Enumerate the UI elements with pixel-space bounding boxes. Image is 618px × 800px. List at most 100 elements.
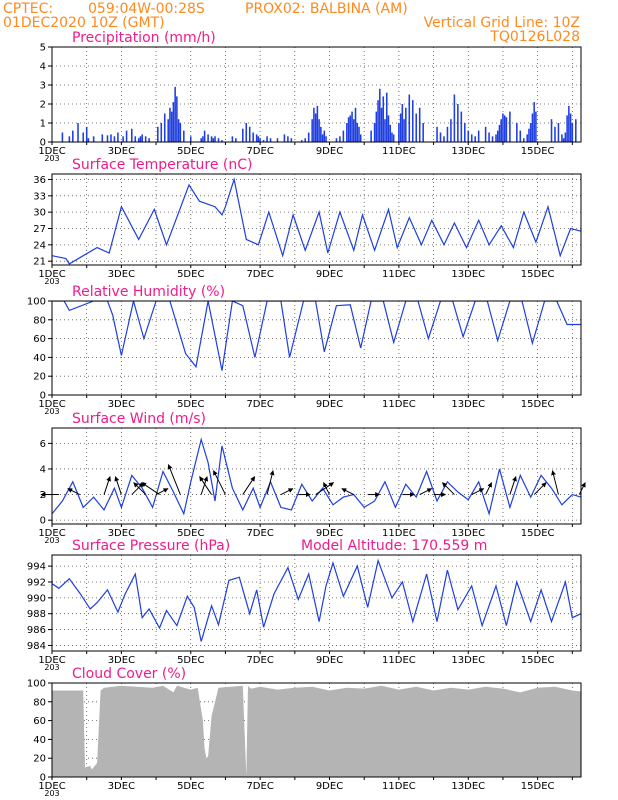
temp-xtick-label: 3DEC	[108, 269, 135, 280]
precip-ytick-label: 2	[40, 100, 46, 111]
precip-xtick-label: 13DEC	[451, 146, 485, 157]
wind-wind-vector	[114, 476, 122, 495]
precip-bar	[87, 138, 90, 142]
precip-xtick-label: 5DEC	[177, 146, 204, 157]
precip-bar	[385, 92, 388, 142]
precip-bar	[380, 107, 383, 142]
cloud-ytick-label: 80	[33, 697, 46, 708]
precip-bar	[418, 107, 421, 142]
precip-bar	[401, 104, 404, 142]
rh-xtick-label: 7DEC	[246, 399, 273, 410]
precip-bar	[375, 111, 378, 142]
precip-bar	[137, 138, 140, 142]
precip-bar	[122, 136, 124, 142]
precip-bar	[382, 96, 385, 142]
precip-bar	[391, 132, 393, 142]
precip-bar	[290, 138, 293, 142]
wind-wind-vector	[200, 476, 209, 495]
wind-data	[52, 437, 581, 517]
precip-bar	[85, 126, 88, 142]
pressure-xtick-label: 15DEC	[521, 655, 555, 666]
precip-bar	[477, 130, 480, 142]
temp-ytick-label: 33	[33, 191, 46, 202]
precip-bar	[134, 136, 137, 142]
wind-wind-vector	[67, 488, 80, 496]
precip-bar	[148, 138, 150, 142]
temp-frame	[51, 173, 582, 266]
precip-bar	[450, 119, 452, 142]
precip-bar	[313, 107, 315, 142]
wind-wind-vector	[141, 482, 160, 495]
precip-bar	[358, 126, 360, 142]
pressure-panel: Surface Pressure (hPa) Model Altitude: 17…	[27, 538, 582, 672]
cloud-area	[52, 685, 581, 777]
precip-bar	[316, 105, 319, 142]
cloud-xtick-label: 13DEC	[451, 781, 485, 792]
cloud-xtick-label: 15DEC	[521, 781, 555, 792]
precip-bar	[131, 128, 133, 142]
rh-panel: Relative Humidity (%) 0 20 40 60 80 100 1DEC 3DE…	[27, 284, 582, 416]
wind-wind-vector	[315, 482, 335, 495]
precip-bar	[157, 126, 159, 142]
cloud-xtick-label: 1DEC	[38, 781, 65, 792]
rh-ytick-label: 80	[33, 315, 46, 326]
pressure-title: Surface Pressure (hPa)	[72, 538, 230, 554]
precip-bar	[314, 113, 317, 142]
precip-bar	[68, 136, 71, 142]
wind-wind-vector	[133, 482, 147, 495]
precip-bar	[408, 94, 411, 142]
precip-bar	[335, 138, 338, 142]
precip-bar	[189, 136, 192, 142]
wind-xtick-year: 203	[44, 536, 59, 545]
precip-bar	[231, 136, 234, 142]
precip-xtick-label: 3DEC	[108, 146, 135, 157]
precip-bar	[436, 126, 438, 142]
precip-bar	[354, 107, 357, 142]
precip-bar	[467, 130, 470, 142]
precip-data	[61, 86, 577, 142]
wind-xtick-label: 5DEC	[177, 528, 204, 539]
precip-bar	[500, 119, 502, 142]
temp-ytick-label: 36	[33, 175, 46, 186]
precip-bar	[125, 130, 128, 142]
cloud-panel: Cloud Cover (%) 0 20 40 60 80 100 1DEC 3DEC 5DEC 7…	[27, 666, 582, 798]
cloud-title: Cloud Cover (%)	[72, 666, 186, 682]
pressure-ytick-label: 990	[27, 593, 46, 604]
precip-bar	[320, 126, 322, 142]
precip-bar	[460, 111, 463, 142]
rh-ytick-label: 40	[33, 353, 46, 364]
wind-wind-vector	[280, 488, 294, 496]
precip-bar	[183, 130, 185, 142]
precip-bar	[311, 119, 313, 142]
rh-xtick-label: 13DEC	[451, 399, 485, 410]
precip-bar	[276, 138, 279, 142]
precip-bar	[535, 111, 537, 142]
precip-bar	[342, 130, 345, 142]
precip-bar	[167, 119, 169, 142]
precip-ytick-label: 4	[40, 62, 46, 73]
precip-bar	[163, 113, 166, 142]
precip-bar	[528, 128, 530, 142]
header-run: 01DEC2020 10Z (GMT)	[3, 15, 165, 31]
wind-xtick-label: 15DEC	[521, 528, 555, 539]
precip-bar	[373, 123, 376, 142]
wind-wind-vector	[533, 482, 547, 495]
precip-bar	[568, 105, 570, 142]
panels: Precipitation (mm/h) 0 1 2 3 4 5 1DEC 3DEC 5DEC 7D…	[27, 30, 586, 798]
precip-bar	[379, 88, 381, 142]
precip-bar	[502, 113, 504, 142]
temp-ytick-label: 27	[33, 224, 46, 235]
precip-bar	[484, 126, 487, 142]
precip-bar	[531, 113, 534, 142]
rh-xtick-label: 15DEC	[521, 399, 555, 410]
rh-xtick-label: 3DEC	[108, 399, 135, 410]
precip-bar	[526, 134, 529, 142]
wind-wind-vector	[212, 470, 226, 495]
precip-bar	[325, 136, 327, 142]
wind-title: Surface Wind (m/s)	[72, 411, 206, 427]
precip-bar	[359, 134, 362, 142]
pressure-xtick-label: 1DEC	[38, 655, 65, 666]
precip-title: Precipitation (mm/h)	[72, 30, 216, 46]
precip-bar	[356, 123, 359, 142]
precip-bar	[569, 113, 572, 142]
